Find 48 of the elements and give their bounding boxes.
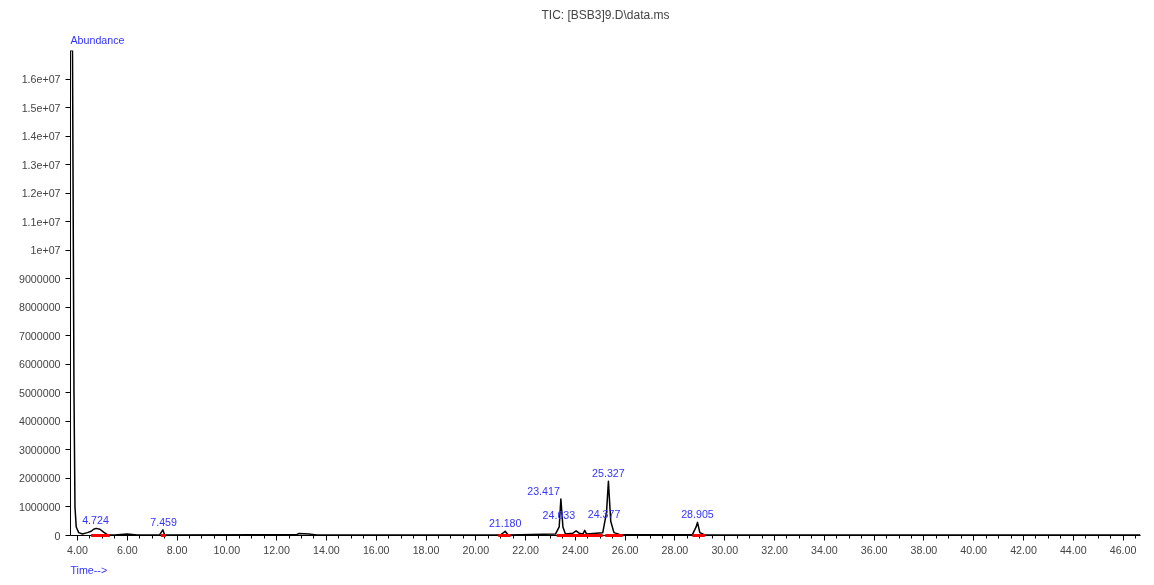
y-tick-label: 1.4e+07	[21, 130, 61, 143]
x-tick-label: 28.00	[661, 543, 689, 556]
x-tick-label: 44.00	[1059, 543, 1087, 556]
x-tick-label: 10.00	[213, 543, 241, 556]
annotation: 21.180	[488, 517, 522, 530]
y-tick-label: 4000000	[19, 415, 61, 428]
x-tick-label: 22.00	[512, 543, 539, 556]
annotation: 4.724	[82, 514, 109, 527]
x-tick-label: 38.00	[910, 543, 938, 556]
y-tick-label: 1.1e+07	[21, 215, 61, 228]
x-tick-label: 12.00	[263, 543, 291, 556]
x-tick-label: 30.00	[711, 543, 739, 556]
x-tick-label: 40.00	[960, 543, 988, 556]
x-axis-title: Time-->	[70, 563, 108, 576]
annotation: 23.417	[527, 484, 560, 497]
y-tick-label: 2000000	[19, 472, 61, 485]
x-tick-label: 26.00	[611, 543, 639, 556]
x-tick-label: 6.00	[116, 543, 138, 556]
y-tick-label: 1e+07	[30, 244, 61, 257]
y-tick-label: 5000000	[19, 386, 61, 399]
x-tick-label: 18.00	[412, 543, 440, 556]
y-tick-label: 7000000	[19, 329, 61, 342]
x-tick-label: 8.00	[166, 543, 188, 556]
x-tick-label: 46.00	[1109, 543, 1137, 556]
x-tick-label: 16.00	[362, 543, 390, 556]
x-tick-label: 14.00	[313, 543, 340, 556]
x-tick-label: 24.00	[562, 543, 589, 556]
y-tick-label: 1.2e+07	[21, 187, 61, 200]
x-tick-label: 20.00	[462, 543, 490, 556]
y-axis-title: Abundance	[70, 33, 125, 46]
y-tick-label: 9000000	[19, 272, 61, 285]
x-tick-label: 34.00	[811, 543, 838, 556]
y-tick-label: 3000000	[19, 443, 61, 456]
x-tick-label: 42.00	[1010, 543, 1037, 556]
y-tick-label: 1.6e+07	[21, 73, 61, 86]
y-tick-label: 1.3e+07	[21, 158, 61, 171]
x-tick-label: 4.00	[67, 543, 88, 556]
y-tick-label: 1.5e+07	[21, 101, 61, 114]
annotation: 25.327	[592, 467, 625, 480]
y-tick-label: 6000000	[19, 358, 61, 371]
chart-title: TIC: [BSB3]9.D\data.ms	[541, 7, 670, 22]
annotation: 28.905	[681, 508, 714, 521]
y-tick-label: 0	[54, 529, 61, 542]
x-tick-label: 36.00	[860, 543, 888, 556]
y-tick-label: 1000000	[19, 500, 61, 513]
y-tick-label: 8000000	[19, 301, 61, 314]
annotation: 7.459	[150, 515, 177, 528]
x-tick-label: 32.00	[761, 543, 788, 556]
